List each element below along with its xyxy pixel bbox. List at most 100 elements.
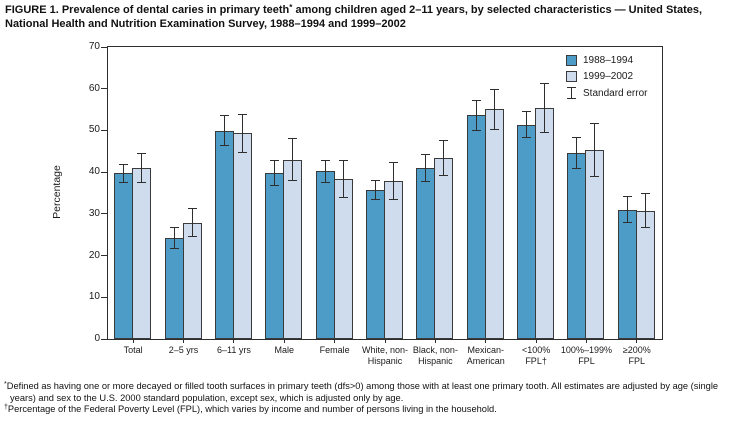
error-bar-bottom-cap [640, 227, 650, 229]
bar [333, 178, 353, 339]
error-bar [439, 140, 449, 177]
error-bar-bottom-cap [187, 235, 197, 237]
error-bar-stem [223, 116, 225, 146]
error-bar [237, 114, 247, 153]
y-tick [101, 296, 107, 298]
error-bar-icon [567, 87, 576, 99]
error-bar [640, 193, 650, 229]
error-bar-top-cap [489, 88, 499, 90]
x-tick-label-line: Total [123, 345, 143, 355]
y-tick [101, 88, 107, 90]
error-bar-bottom-cap [572, 168, 582, 170]
error-bar-bottom-cap [371, 199, 380, 201]
bar [114, 173, 134, 339]
y-tick-label: 0 [94, 333, 100, 344]
error-bar-bottom-cap [119, 181, 129, 183]
error-bar-top-cap [389, 161, 398, 163]
y-tick [101, 255, 107, 257]
x-tick [636, 339, 638, 343]
x-tick-label-line: Hispanic [418, 355, 453, 366]
error-bar-stem [173, 227, 175, 249]
x-tick-label-line: FPL† [525, 355, 547, 366]
y-tick-label: 10 [88, 291, 100, 303]
error-bar-top-cap [439, 140, 449, 142]
error-bar-top-cap [572, 136, 582, 138]
bar [466, 115, 486, 339]
error-bar-stem [274, 160, 276, 186]
x-tick [132, 339, 134, 343]
error-bar-top-cap [522, 110, 532, 112]
error-bar [489, 88, 499, 130]
error-bar-bottom-cap [219, 145, 229, 147]
error-bar [219, 115, 229, 147]
figure-title-text: FIGURE 1. Prevalence of dental caries in… [5, 4, 290, 16]
error-bar-stem [123, 164, 125, 182]
error-bar-stem [375, 180, 376, 200]
error-bar-stem [141, 153, 143, 182]
error-bar-stem [626, 197, 628, 223]
plot-area: 1988–1994 1999–2002 Standard error 0 10 20… [89, 41, 663, 366]
error-bar-top-cap [338, 160, 348, 162]
bar [635, 210, 655, 339]
footnote-text-dagger: Percentage of the Federal Poverty Level … [7, 404, 497, 415]
y-tick [101, 213, 107, 215]
error-bar-stem [241, 115, 243, 152]
x-tick [233, 339, 235, 343]
x-tick-label-line: Hispanic [367, 355, 403, 366]
error-bar-stem [544, 83, 546, 132]
y-tick-label: 50 [88, 124, 100, 136]
bar [366, 190, 385, 339]
x-tick-label-line: 6–11 yrs [216, 345, 251, 355]
error-bar-stem [475, 100, 477, 131]
y-tick [101, 171, 107, 173]
error-bar-bottom-cap [237, 151, 247, 153]
legend-label-1999-2002: 1999–2002 [583, 71, 634, 82]
error-bar-stem [576, 137, 578, 169]
error-bar [119, 163, 129, 183]
x-tick-label-line: 100%–199% [560, 345, 612, 355]
figure-title-text-2: among children aged 2–11 years, by selec… [5, 4, 703, 30]
y-tick [101, 129, 107, 131]
error-bar-stem [425, 154, 427, 182]
x-tick-label: Female [301, 345, 369, 356]
error-bar-bottom-cap [421, 181, 431, 183]
error-bar-top-cap [421, 153, 431, 155]
error-bar-bottom-cap [169, 248, 179, 250]
error-bar [270, 159, 280, 187]
error-bar-bottom-cap [270, 185, 280, 187]
error-bar [187, 208, 197, 237]
x-tick-label: 100%–199% FPL [552, 345, 620, 366]
error-bar-bottom-cap [338, 196, 348, 198]
legend-label-standard-error: Standard error [583, 87, 648, 99]
x-tick-label: Total [99, 345, 167, 356]
y-tick-label: 40 [88, 166, 100, 178]
error-bar-stem [342, 161, 344, 197]
error-bar [338, 160, 348, 198]
y-tick-label: 30 [88, 207, 100, 219]
x-tick-label-line: White, non- [361, 345, 409, 355]
x-tick [485, 339, 487, 343]
legend-item-standard-error: Standard error [566, 87, 647, 99]
footnote-dagger: †Percentage of the Federal Poverty Level… [4, 404, 735, 416]
error-bar-top-cap [540, 82, 550, 84]
footnote-asterisk: *Defined as having one or more decayed o… [4, 381, 735, 404]
x-tick-label: White, non- Hispanic [351, 345, 419, 366]
bar [517, 124, 537, 339]
x-tick-label: Black, non- Hispanic [401, 345, 469, 366]
error-bar-top-cap [622, 196, 632, 198]
error-bar-top-cap [590, 123, 600, 125]
bar [416, 167, 436, 339]
bar [567, 152, 587, 339]
bar [232, 133, 252, 339]
error-bar-stem [443, 141, 445, 176]
x-tick-label-line: <100% [521, 345, 551, 355]
x-tick-label: Male [250, 345, 318, 356]
error-bar-top-cap [119, 163, 129, 165]
bar [617, 209, 637, 339]
error-bar-bottom-cap [439, 175, 449, 177]
x-tick-label: <100% FPL† [502, 345, 570, 366]
error-bar [389, 161, 398, 201]
x-tick [535, 339, 537, 343]
error-bar [320, 159, 330, 183]
